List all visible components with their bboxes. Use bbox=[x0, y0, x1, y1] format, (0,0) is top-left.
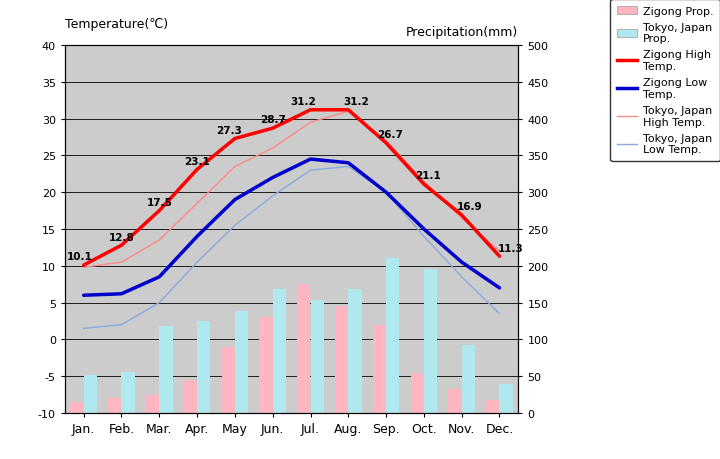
Bar bbox=[184, 380, 197, 413]
Bar bbox=[449, 390, 462, 413]
Bar bbox=[410, 373, 424, 413]
Bar bbox=[222, 347, 235, 413]
Bar bbox=[235, 312, 248, 413]
Text: 27.3: 27.3 bbox=[216, 125, 242, 135]
Bar bbox=[386, 259, 400, 413]
Text: 16.9: 16.9 bbox=[456, 202, 482, 212]
Bar bbox=[108, 398, 122, 413]
Bar bbox=[500, 384, 513, 413]
Bar bbox=[159, 326, 173, 413]
Legend: Zigong Prop., Tokyo, Japan
Prop., Zigong High
Temp., Zigong Low
Temp., Tokyo, Ja: Zigong Prop., Tokyo, Japan Prop., Zigong… bbox=[611, 0, 720, 162]
Bar bbox=[462, 345, 475, 413]
Bar bbox=[146, 395, 159, 413]
Bar bbox=[335, 307, 348, 413]
Text: 31.2: 31.2 bbox=[343, 97, 369, 107]
Text: Precipitation(mm): Precipitation(mm) bbox=[406, 26, 518, 39]
Bar bbox=[71, 402, 84, 413]
Bar bbox=[197, 321, 210, 413]
Bar bbox=[273, 290, 286, 413]
Text: 26.7: 26.7 bbox=[377, 130, 402, 140]
Bar bbox=[122, 372, 135, 413]
Text: 31.2: 31.2 bbox=[290, 97, 316, 107]
Text: 12.8: 12.8 bbox=[109, 232, 135, 242]
Bar bbox=[373, 325, 386, 413]
Text: 28.7: 28.7 bbox=[260, 115, 286, 125]
Text: 21.1: 21.1 bbox=[415, 171, 441, 181]
Text: 10.1: 10.1 bbox=[67, 252, 93, 262]
Text: 11.3: 11.3 bbox=[498, 243, 523, 253]
Bar bbox=[297, 285, 310, 413]
Bar bbox=[84, 375, 97, 413]
Text: Temperature(℃): Temperature(℃) bbox=[65, 18, 168, 31]
Text: 17.5: 17.5 bbox=[146, 197, 172, 207]
Bar bbox=[424, 270, 437, 413]
Bar bbox=[486, 400, 500, 413]
Bar bbox=[310, 300, 324, 413]
Bar bbox=[259, 318, 273, 413]
Text: 23.1: 23.1 bbox=[184, 157, 210, 166]
Bar bbox=[348, 290, 361, 413]
